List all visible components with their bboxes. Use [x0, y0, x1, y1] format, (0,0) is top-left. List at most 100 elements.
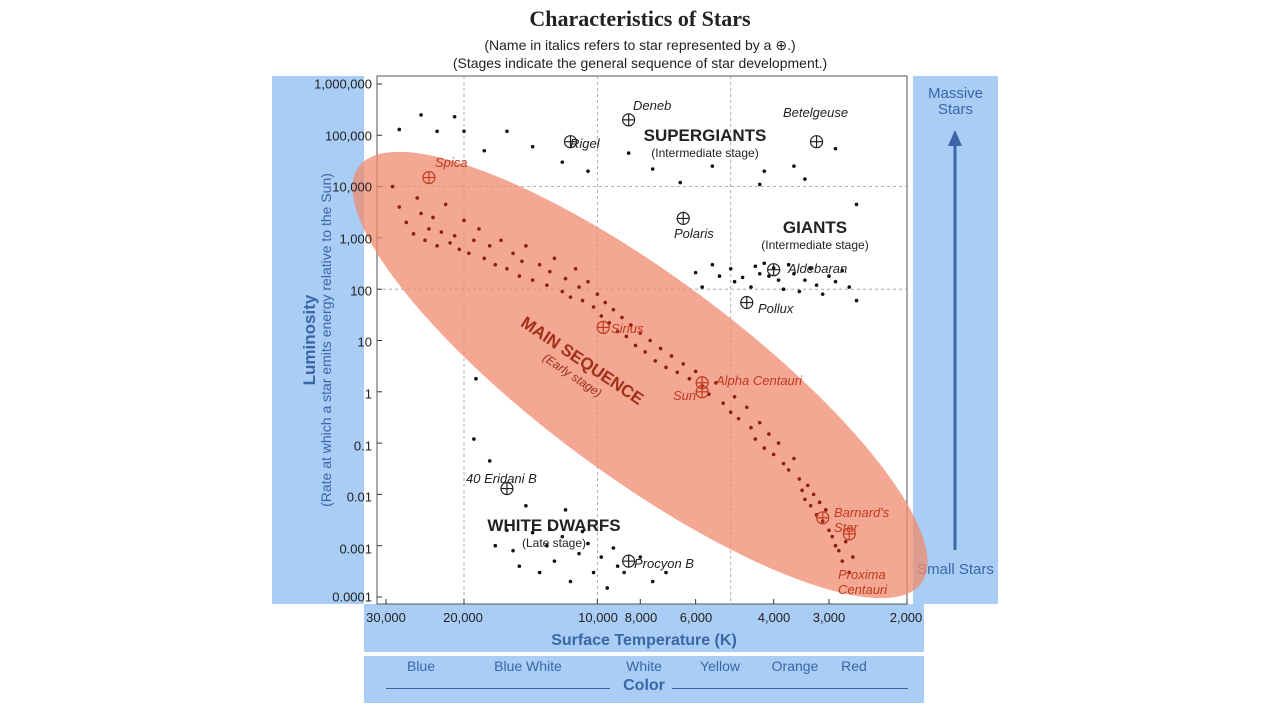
y-tick: 1,000 [339, 231, 372, 247]
main-sequence-star [595, 292, 600, 296]
main-sequence-star [591, 305, 596, 309]
main-sequence-star [624, 334, 629, 339]
giant-star [700, 285, 704, 289]
main-sequence-star [840, 559, 845, 563]
giant-star [728, 266, 733, 271]
x-tick: 3,000 [812, 610, 846, 625]
color-orange: Orange [771, 658, 819, 674]
giant-star [710, 262, 715, 267]
main-sequence-star [427, 227, 431, 231]
named-star-rigel [563, 135, 578, 149]
giant-star [833, 279, 838, 284]
main-sequence-star [800, 488, 804, 493]
main-sequence-star [620, 315, 624, 320]
main-sequence-star [653, 359, 658, 363]
giant-star [776, 278, 781, 282]
main-sequence-star [827, 528, 831, 533]
star-label-barnards-star: Barnard's Star [834, 505, 890, 535]
giant-star [827, 274, 831, 278]
main-sequence-star [462, 218, 466, 223]
main-sequence-star [629, 323, 633, 327]
white-dwarf-star [664, 570, 668, 575]
white-dwarf-star [586, 541, 590, 546]
named-star-barnard-s-star [816, 511, 830, 525]
supergiant-star [626, 151, 631, 155]
giant-star [840, 268, 845, 273]
white-dwarf-star [638, 555, 643, 559]
main-sequence-star [792, 456, 796, 461]
main-sequence-star [811, 492, 816, 497]
supergiant-star [803, 177, 807, 181]
y-tick: 100 [350, 283, 372, 299]
color-blue-white: Blue White [494, 658, 562, 674]
main-sequence-star [435, 244, 439, 248]
main-sequence-star [851, 555, 855, 559]
named-star-polaris [676, 211, 690, 225]
main-sequence-star [431, 215, 435, 220]
white-dwarf-star [530, 530, 535, 535]
giants-label: GIANTS (Intermediate stage) [761, 218, 868, 252]
giant-star [717, 274, 722, 278]
giant-star [814, 283, 819, 287]
supergiant-star [833, 146, 838, 151]
named-star-proxima-centauri [842, 527, 856, 541]
star-label-sun: Sun [673, 388, 697, 403]
white-dwarf-star [563, 508, 568, 512]
y-tick: 10,000 [332, 179, 372, 195]
main-sequence-star [517, 274, 522, 278]
color-blue: Blue [406, 658, 436, 674]
main-sequence-star [520, 259, 524, 264]
main-sequence-star [439, 230, 444, 234]
main-sequence-star [803, 497, 807, 502]
giant-star [797, 289, 802, 294]
white-dwarfs-label: WHITE DWARFS (Late stage) [487, 516, 620, 550]
main-sequence-star [744, 405, 749, 410]
giant-star [786, 262, 791, 267]
supergiant-star [530, 144, 535, 149]
main-sequence-star [586, 279, 590, 284]
color-yellow: Yellow [700, 658, 740, 674]
white-dwarf-star [474, 376, 478, 381]
main-sequence-star [693, 369, 698, 374]
main-sequence-star [477, 227, 481, 231]
main-sequence-star [714, 380, 718, 385]
main-sequence-star [443, 202, 448, 207]
page-title: Characteristics of Stars [529, 6, 751, 31]
supergiants-stage: (Intermediate stage) [651, 146, 759, 160]
main-sequence-star [805, 483, 810, 488]
color-white: White [626, 658, 662, 674]
main-sequence-star [658, 346, 663, 351]
main-sequence-star [767, 432, 771, 436]
giant-star [757, 271, 762, 276]
giant-star [732, 279, 737, 284]
main-sequence-star [736, 416, 741, 421]
main-sequence-star [545, 283, 549, 287]
supergiant-star [505, 129, 509, 134]
main-sequence-star [817, 500, 822, 505]
star-label-pollux: Pollux [758, 301, 794, 316]
supergiant-star [854, 202, 859, 207]
main-sequence-star [487, 244, 492, 248]
x-tick: 4,000 [757, 610, 791, 625]
main-sequence-star [530, 278, 535, 282]
supergiant-star [757, 182, 762, 187]
white-dwarf-star [599, 555, 604, 559]
x-tick: 10,000 [578, 610, 618, 625]
giant-star [753, 264, 758, 269]
white-dwarf-star [472, 437, 476, 441]
main-sequence-star [568, 295, 573, 299]
main-sequence-star [573, 266, 578, 271]
main-sequence-star [390, 184, 395, 189]
subtitle-stages: (Stages indicate the general sequence of… [452, 55, 828, 71]
main-sequence-star [669, 354, 674, 358]
star-label-rigel: Rigel [570, 136, 600, 151]
white-dwarf-star [545, 543, 549, 548]
main-sequence-star [548, 269, 552, 274]
main-sequence-star [847, 570, 852, 575]
named-star-deneb [622, 113, 636, 127]
named-star-sirius [596, 320, 610, 335]
main-sequence-star [499, 238, 503, 243]
giants-stage: (Intermediate stage) [761, 238, 869, 252]
giant-star [854, 298, 859, 303]
